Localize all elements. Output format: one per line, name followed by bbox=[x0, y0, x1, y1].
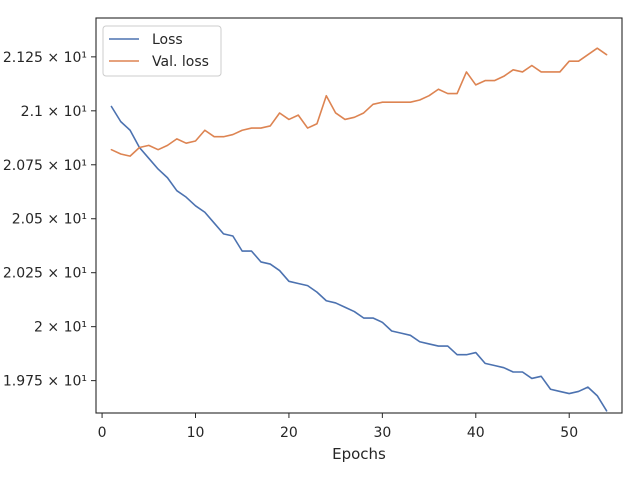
y-axis: 1.975 × 10¹ 2 × 10¹ 2.025 × 10¹ 2.05 × 10¹ 2… bbox=[3, 50, 96, 390]
y-tick-label: 2.075 × 10¹ bbox=[3, 158, 87, 174]
y-tick-label: 2.05 × 10¹ bbox=[12, 212, 87, 228]
x-axis-label: Epochs bbox=[332, 445, 386, 463]
legend: Loss Val. loss bbox=[102, 25, 222, 77]
series-line-val-loss bbox=[110, 47, 608, 157]
y-tick-label: 2.125 × 10¹ bbox=[3, 50, 87, 66]
plot-frame bbox=[95, 17, 623, 414]
legend-label-val-loss: Val. loss bbox=[152, 54, 209, 70]
series-lines bbox=[110, 47, 608, 412]
x-axis: 0 10 20 30 40 50 bbox=[98, 413, 578, 441]
y-tick-label: 2.025 × 10¹ bbox=[3, 266, 87, 282]
series-line-loss bbox=[110, 105, 608, 412]
y-tick-label: 2.1 × 10¹ bbox=[21, 104, 87, 120]
x-tick-label: 30 bbox=[373, 425, 391, 441]
x-tick-label: 50 bbox=[560, 425, 578, 441]
plot-background bbox=[96, 18, 622, 413]
y-tick-label: 2 × 10¹ bbox=[34, 320, 87, 336]
x-tick-label: 0 bbox=[98, 425, 107, 441]
x-tick-label: 40 bbox=[467, 425, 485, 441]
x-tick-label: 10 bbox=[187, 425, 205, 441]
y-tick-label: 1.975 × 10¹ bbox=[3, 374, 87, 390]
legend-label-loss: Loss bbox=[152, 32, 183, 48]
x-tick-label: 20 bbox=[280, 425, 298, 441]
